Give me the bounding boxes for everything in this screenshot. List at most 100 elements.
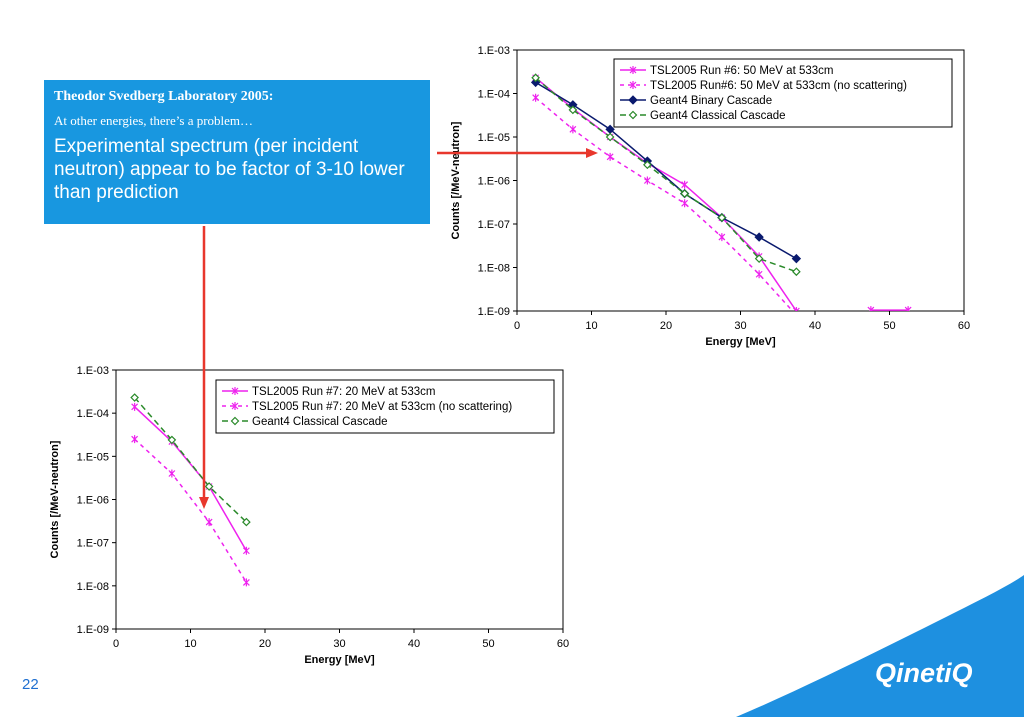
data-point — [791, 253, 802, 264]
y-tick-label: 1.E-03 — [478, 45, 510, 57]
data-point — [643, 160, 652, 170]
data-point — [643, 176, 651, 185]
data-point — [629, 81, 637, 89]
series-line — [535, 81, 797, 260]
legend-entry: TSL2005 Run #6: 50 MeV at 533cm — [650, 65, 833, 77]
callout-body: Experimental spectrum (per incident neut… — [54, 136, 405, 203]
data-point — [569, 125, 577, 134]
data-point — [628, 95, 638, 105]
data-point — [230, 416, 240, 426]
callout-box: Theodor Svedberg Laboratory 2005: At oth… — [44, 80, 430, 224]
data-point — [755, 270, 763, 279]
data-point — [754, 232, 764, 242]
y-tick-label: 1.E-03 — [77, 365, 109, 377]
y-tick-label: 1.E-05 — [77, 451, 109, 463]
data-point — [242, 578, 250, 587]
data-point — [629, 66, 637, 74]
series-line — [134, 397, 247, 523]
y-tick-label: 1.E-06 — [478, 176, 510, 188]
data-point — [904, 306, 912, 311]
data-point — [532, 93, 540, 102]
y-axis-label: Counts [/MeV-neutron] — [450, 121, 462, 239]
data-point — [231, 387, 239, 395]
data-point — [568, 105, 578, 115]
data-point — [167, 435, 177, 445]
data-point — [168, 469, 176, 478]
y-tick-label: 1.E-04 — [77, 408, 109, 420]
data-point — [680, 189, 689, 198]
x-tick-label: 50 — [482, 638, 494, 650]
page-number: 22 — [22, 676, 39, 693]
series-group — [130, 393, 251, 587]
x-tick-label: 10 — [585, 320, 597, 332]
series-line — [535, 77, 797, 311]
legend-entry: Geant4 Classical Cascade — [252, 416, 388, 428]
legend-entry: Geant4 Classical Cascade — [650, 110, 786, 122]
x-tick-label: 20 — [660, 320, 672, 332]
arrow-to-bottom-chart-head — [199, 497, 209, 509]
legend-entry: TSL2005 Run #7: 20 MeV at 533cm — [252, 386, 435, 398]
data-point — [681, 180, 689, 189]
x-tick-label: 40 — [408, 638, 420, 650]
data-point — [792, 267, 801, 277]
data-point — [628, 110, 638, 120]
x-axis-label: Energy [MeV] — [705, 336, 776, 348]
data-point — [131, 435, 139, 444]
y-tick-label: 1.E-06 — [77, 495, 109, 507]
legend-entry: Geant4 Binary Cascade — [650, 95, 772, 107]
series-line — [134, 406, 248, 552]
x-tick-label: 0 — [113, 638, 119, 650]
series-line — [535, 77, 797, 273]
y-tick-label: 1.E-09 — [478, 306, 510, 318]
y-tick-label: 1.E-07 — [478, 219, 510, 231]
x-tick-label: 10 — [184, 638, 196, 650]
x-tick-label: 50 — [883, 320, 895, 332]
x-axis-label: Energy [MeV] — [304, 654, 375, 666]
y-axis-label: Counts [/MeV-neutron] — [49, 440, 61, 558]
data-point — [242, 546, 250, 555]
data-point — [131, 402, 139, 411]
series-line — [535, 97, 794, 311]
y-tick-label: 1.E-08 — [478, 263, 510, 275]
data-point — [681, 199, 689, 208]
y-tick-label: 1.E-08 — [77, 581, 109, 593]
data-point — [606, 152, 614, 161]
legend-box — [613, 58, 953, 128]
data-point — [205, 518, 213, 527]
legend-entry: TSL2005 Run#6: 50 MeV at 533cm (no scatt… — [650, 80, 907, 92]
data-point — [867, 306, 875, 311]
data-point — [754, 254, 764, 263]
data-point — [718, 233, 726, 242]
callout-subheading: At other energies, there’s a problem… — [54, 113, 254, 128]
arrow-to-top-chart-head — [586, 148, 598, 158]
data-point — [130, 393, 139, 402]
data-point — [605, 132, 615, 142]
x-tick-label: 0 — [514, 320, 520, 332]
x-tick-label: 20 — [259, 638, 271, 650]
data-point — [531, 73, 540, 83]
legend: TSL2005 Run #6: 50 MeV at 533cm TSL2005 R… — [613, 58, 953, 128]
data-point — [717, 213, 727, 222]
y-tick-label: 1.E-05 — [478, 132, 510, 144]
x-tick-label: 30 — [333, 638, 345, 650]
series-group — [530, 73, 912, 311]
legend-box — [215, 379, 555, 434]
legend: TSL2005 Run #7: 20 MeV at 533cm TSL2005 R… — [215, 379, 555, 434]
x-tick-label: 40 — [809, 320, 821, 332]
x-tick-label: 60 — [958, 320, 970, 332]
y-tick-label: 1.E-07 — [77, 538, 109, 550]
x-tick-label: 30 — [734, 320, 746, 332]
data-point — [231, 402, 239, 410]
data-point — [204, 482, 214, 491]
data-point — [242, 517, 251, 527]
callout-heading: Theodor Svedberg Laboratory 2005: — [54, 89, 274, 104]
x-tick-label: 60 — [557, 638, 569, 650]
y-tick-label: 1.E-04 — [478, 89, 510, 101]
data-point — [792, 307, 800, 311]
y-tick-label: 1.E-09 — [77, 624, 109, 636]
legend-entry: TSL2005 Run #7: 20 MeV at 533cm (no scat… — [252, 401, 512, 413]
